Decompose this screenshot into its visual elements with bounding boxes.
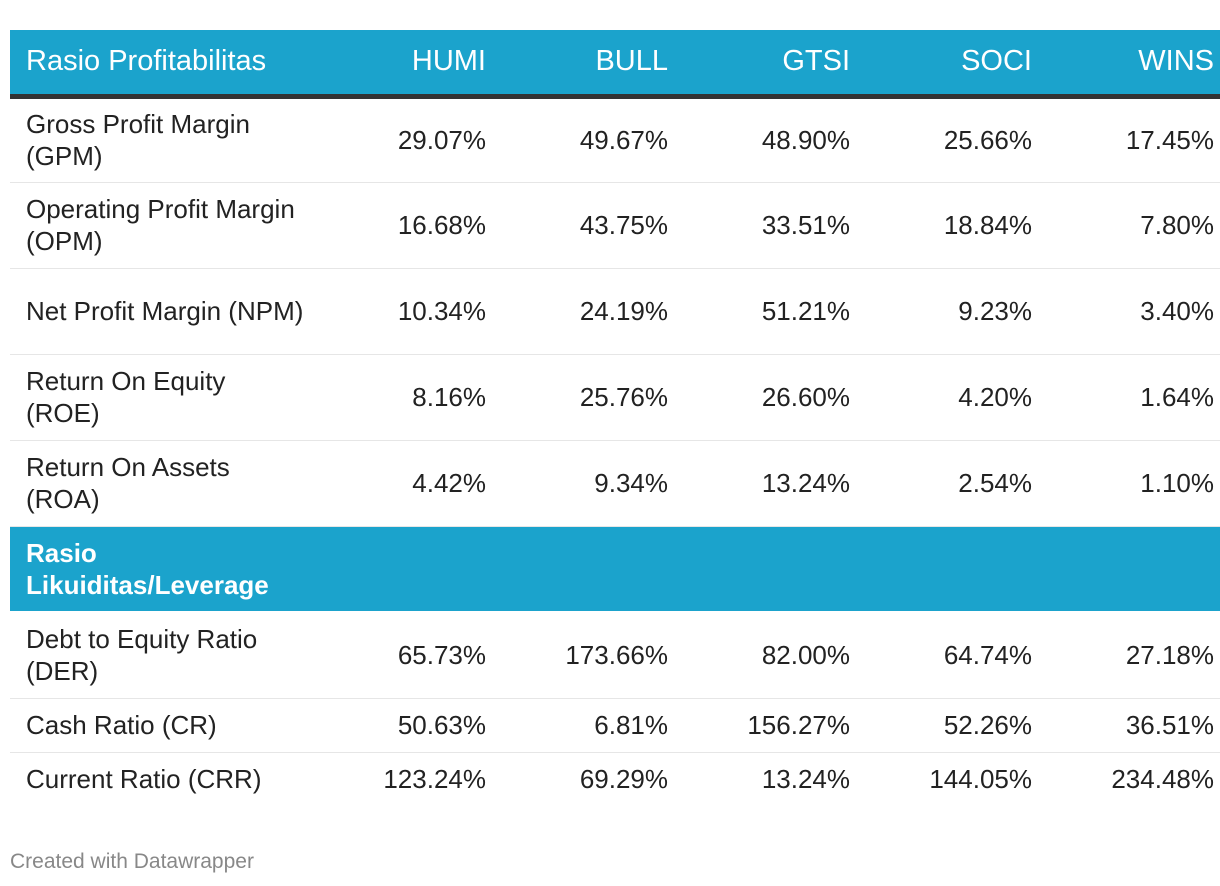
table-cell: 17.45% [1048, 96, 1220, 183]
row-label: Current Ratio (CRR) [26, 764, 262, 795]
table-cell: 27.18% [1048, 612, 1220, 699]
table-row: Debt to Equity Ratio (DER) 65.73% 173.66… [10, 612, 1220, 699]
section-header-row: Rasio Likuiditas/Leverage [10, 526, 1220, 613]
row-label: Operating Profit Margin (OPM) [10, 182, 320, 269]
table-cell: 123.24% [383, 764, 486, 795]
table-cell: 4.42% [320, 440, 502, 527]
table-cell: 9.34% [502, 440, 684, 527]
table-cell: 234.48% [1111, 764, 1214, 795]
table-row: Return On Equity (ROE) 8.16% 25.76% 26.6… [10, 354, 1220, 441]
table-cell: 52.26% [866, 698, 1048, 753]
table-cell: 64.74% [866, 612, 1048, 699]
table-cell: 36.51% [1048, 698, 1220, 753]
row-label: Debt to Equity Ratio (DER) [10, 612, 320, 699]
table-cell: 82.00% [684, 612, 866, 699]
row-label: Cash Ratio (CR) [10, 698, 320, 753]
table-cell: 9.23% [866, 268, 1048, 355]
ratio-table-container: Rasio Profitabilitas HUMI BULL GTSI SOCI… [10, 30, 1220, 806]
table-row: Return On Assets (ROA) 4.42% 9.34% 13.24… [10, 440, 1220, 527]
table-row: Net Profit Margin (NPM) 10.34% 24.19% 51… [10, 268, 1220, 355]
header-cell-title: Rasio Profitabilitas [10, 30, 320, 99]
table-cell: 18.84% [866, 182, 1048, 269]
table-row: Gross Profit Margin (GPM) 29.07% 49.67% … [10, 96, 1220, 183]
table-cell: 49.67% [502, 96, 684, 183]
table-cell: 13.24% [684, 440, 866, 527]
table-cell: 24.19% [502, 268, 684, 355]
row-label: Net Profit Margin (NPM) [10, 268, 320, 355]
table-cell: 50.63% [320, 698, 502, 753]
table-cell: 16.68% [320, 182, 502, 269]
table-cell: 65.73% [320, 612, 502, 699]
table-cell: 26.60% [684, 354, 866, 441]
header-cell-soci: SOCI [866, 30, 1048, 99]
section-title: Rasio Likuiditas/Leverage [10, 526, 320, 613]
table-cell: 25.76% [502, 354, 684, 441]
table-cell: 51.21% [684, 268, 866, 355]
table-cell: 10.34% [320, 268, 502, 355]
table-cell: 1.64% [1048, 354, 1220, 441]
header-cell-wins: WINS [1048, 30, 1220, 99]
table-cell: 144.05% [929, 764, 1032, 795]
header-cell-gtsi: GTSI [684, 30, 866, 99]
row-label: Gross Profit Margin (GPM) [10, 96, 320, 183]
table-cell: 7.80% [1048, 182, 1220, 269]
header-cell-humi: HUMI [320, 30, 502, 99]
table-header-row: Rasio Profitabilitas HUMI BULL GTSI SOCI… [10, 30, 1220, 99]
table-cell: 6.81% [502, 698, 684, 753]
table-cell: 156.27% [684, 698, 866, 753]
table-cell: 173.66% [502, 612, 684, 699]
table-row: Cash Ratio (CR) 50.63% 6.81% 156.27% 52.… [10, 698, 1220, 753]
table-row: Operating Profit Margin (OPM) 16.68% 43.… [10, 182, 1220, 269]
header-cell-bull: BULL [502, 30, 684, 99]
table-cell: 2.54% [866, 440, 1048, 527]
row-label: Return On Assets (ROA) [10, 440, 320, 527]
table-cell: 4.20% [866, 354, 1048, 441]
table-cell: 13.24% [761, 764, 850, 795]
table-cell: 48.90% [684, 96, 866, 183]
ratio-table: Rasio Profitabilitas HUMI BULL GTSI SOCI… [10, 30, 1220, 806]
datawrapper-credit: Created with Datawrapper [10, 850, 254, 873]
table-cell: 1.10% [1048, 440, 1220, 527]
table-cell: 8.16% [320, 354, 502, 441]
row-label: Return On Equity (ROE) [10, 354, 320, 441]
table-cell: 43.75% [502, 182, 684, 269]
table-cell: 25.66% [866, 96, 1048, 183]
table-cell: 3.40% [1048, 268, 1220, 355]
table-cell: 33.51% [684, 182, 866, 269]
table-cell: 69.29% [579, 764, 668, 795]
table-cell: 29.07% [320, 96, 502, 183]
table-row: Current Ratio (CRR) 123.24% 69.29% 13.24… [10, 752, 1220, 806]
